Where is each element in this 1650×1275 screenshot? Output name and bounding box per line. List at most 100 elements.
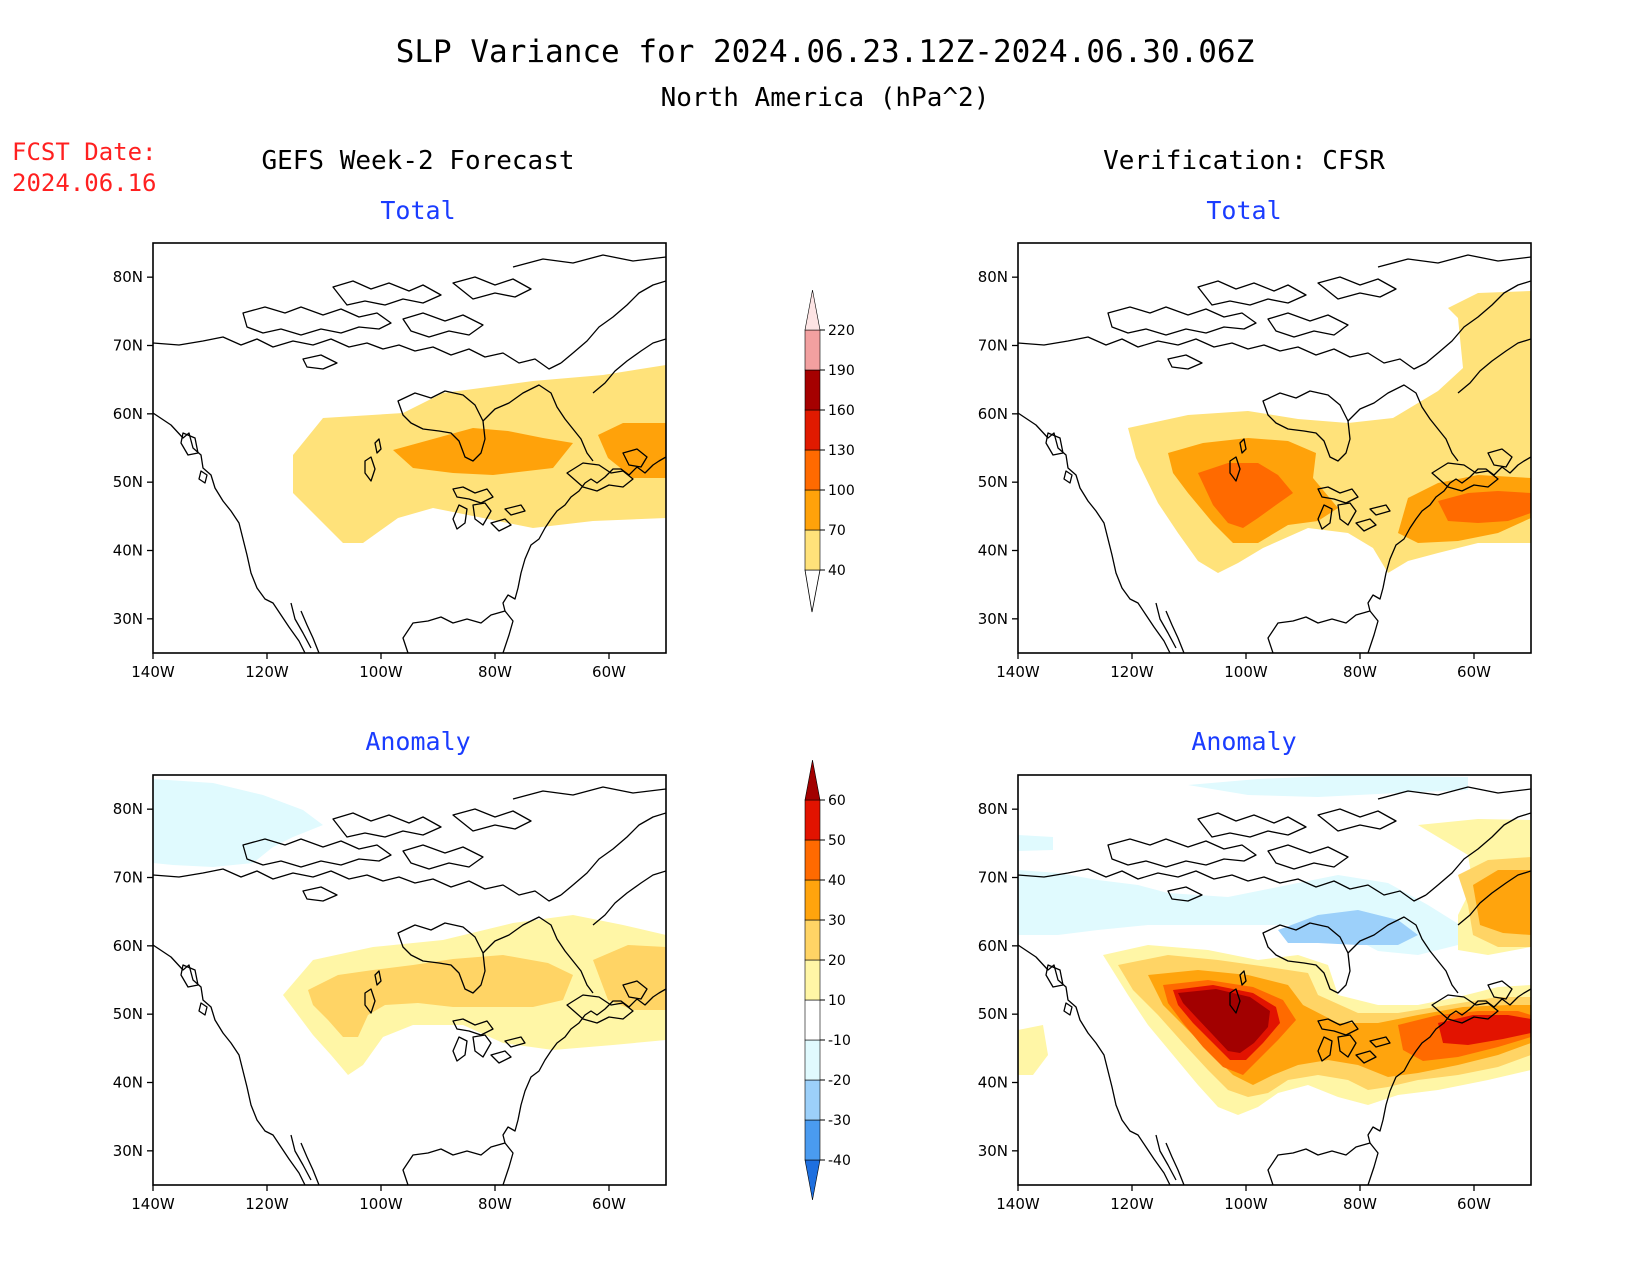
y-tick-label: 30N	[113, 1142, 143, 1160]
panel-title-bottom-left: Anomaly	[365, 727, 470, 756]
panel-title-bottom-right: Anomaly	[1191, 727, 1296, 756]
x-tick-label: 120W	[1110, 663, 1154, 681]
colorbar-label: 20	[828, 953, 846, 969]
colorbar-label: 60	[828, 793, 846, 809]
colorbar-label: 130	[828, 443, 855, 459]
y-tick-label: 70N	[113, 869, 143, 887]
colorbar-segment	[804, 879, 821, 921]
y-tick-label: 60N	[113, 937, 143, 955]
x-tick-label: 80W	[478, 663, 512, 681]
colorbar-segment	[804, 959, 821, 1001]
x-tick-label: 140W	[996, 663, 1040, 681]
colorbar-segment	[804, 759, 821, 801]
y-tick-label: 40N	[113, 542, 143, 560]
x-tick-label: 100W	[1224, 1195, 1268, 1213]
colorbar-label: 220	[828, 323, 855, 339]
colorbar-label: 30	[828, 913, 846, 929]
map-panel-cfsr-total	[1017, 242, 1532, 654]
colorbar-label: 190	[828, 363, 855, 379]
y-tick-label: 80N	[113, 800, 143, 818]
colorbar-segment	[804, 369, 821, 411]
colorbar-label: 50	[828, 833, 846, 849]
x-tick-label: 140W	[131, 663, 175, 681]
y-tick-label: 50N	[978, 473, 1008, 491]
x-tick-label: 100W	[359, 663, 403, 681]
colorbar-label: 40	[828, 563, 846, 579]
figure-title: SLP Variance for 2024.06.23.12Z-2024.06.…	[396, 34, 1255, 70]
y-tick-label: 70N	[978, 869, 1008, 887]
y-tick-label: 50N	[978, 1005, 1008, 1023]
variance-region-100	[1198, 463, 1293, 528]
x-tick-label: 120W	[245, 1195, 289, 1213]
colorbar-segment	[804, 1039, 821, 1081]
y-tick-label: 60N	[978, 405, 1008, 423]
y-tick-label: 30N	[978, 610, 1008, 628]
colorbar-segment	[804, 409, 821, 451]
x-tick-label: 120W	[245, 663, 289, 681]
colorbar-segment	[804, 529, 821, 571]
anomaly-region-minus20	[1278, 910, 1418, 945]
colorbar-label: -40	[828, 1153, 851, 1169]
y-tick-label: 40N	[978, 1074, 1008, 1092]
map-panel-cfsr-anomaly	[1017, 774, 1532, 1186]
colorbar-segment	[804, 799, 821, 841]
y-tick-label: 40N	[113, 1074, 143, 1092]
x-tick-label: 100W	[359, 1195, 403, 1213]
x-tick-label: 120W	[1110, 1195, 1154, 1213]
x-tick-label: 60W	[592, 663, 626, 681]
total-colorbar: 40 70 100 130 160 190 220	[804, 289, 855, 613]
x-tick-label: 60W	[1457, 663, 1491, 681]
y-tick-label: 50N	[113, 1005, 143, 1023]
colorbar-label: 100	[828, 483, 855, 499]
x-tick-label: 60W	[1457, 1195, 1491, 1213]
fcst-date-label: FCST Date:	[12, 138, 157, 166]
left-column-title: GEFS Week-2 Forecast	[261, 146, 574, 176]
x-tick-label: 80W	[478, 1195, 512, 1213]
map-panel-gefs-total	[152, 242, 667, 654]
panel-title-top-left: Total	[380, 196, 455, 225]
panel-title-top-right: Total	[1206, 196, 1281, 225]
y-tick-label: 80N	[978, 268, 1008, 286]
colorbar-segment	[804, 1119, 821, 1161]
colorbar-label: -20	[828, 1073, 851, 1089]
colorbar-segment	[804, 329, 821, 371]
x-tick-label: 140W	[996, 1195, 1040, 1213]
anomaly-region-10b	[1018, 1025, 1048, 1075]
colorbar-segment	[804, 919, 821, 961]
y-tick-label: 50N	[113, 473, 143, 491]
colorbar-segment	[804, 999, 821, 1041]
x-tick-label: 140W	[131, 1195, 175, 1213]
axis-ticks: 140W 120W 100W 80W 60W 80N 70N 60N 50N 40N 30N 140W…	[113, 268, 1491, 1213]
colorbar-segment	[804, 1079, 821, 1121]
colorbar-label: 10	[828, 993, 846, 1009]
anomaly-region-minus10	[1188, 775, 1468, 797]
y-tick-label: 40N	[978, 542, 1008, 560]
y-tick-label: 70N	[978, 337, 1008, 355]
figure-subtitle: North America (hPa^2)	[661, 83, 990, 113]
anomaly-region-20	[308, 955, 573, 1037]
colorbar-segment	[804, 449, 821, 491]
colorbar-label: -30	[828, 1113, 851, 1129]
right-column-title: Verification: CFSR	[1103, 146, 1385, 176]
map-panel-gefs-anomaly	[152, 774, 667, 1186]
colorbar-segment	[804, 489, 821, 531]
colorbar-segment	[804, 289, 821, 331]
colorbar-label: 70	[828, 523, 846, 539]
variance-region-100b	[1438, 491, 1531, 523]
colorbar-segment	[804, 839, 821, 881]
colorbar-label: 160	[828, 403, 855, 419]
anomaly-colorbar: -40 -30 -20 -10 10 20 30 40 50 60	[804, 759, 851, 1201]
colorbar-segment	[804, 569, 821, 613]
y-tick-label: 30N	[113, 610, 143, 628]
x-tick-label: 80W	[1343, 663, 1377, 681]
anomaly-region-30b	[1473, 870, 1531, 935]
x-tick-label: 100W	[1224, 663, 1268, 681]
y-tick-label: 60N	[978, 937, 1008, 955]
variance-region-70	[393, 428, 573, 475]
fcst-date-value: 2024.06.16	[12, 169, 157, 197]
y-tick-label: 60N	[113, 405, 143, 423]
colorbar-segment	[804, 1159, 821, 1201]
anomaly-region-minus10	[153, 779, 323, 867]
y-tick-label: 30N	[978, 1142, 1008, 1160]
